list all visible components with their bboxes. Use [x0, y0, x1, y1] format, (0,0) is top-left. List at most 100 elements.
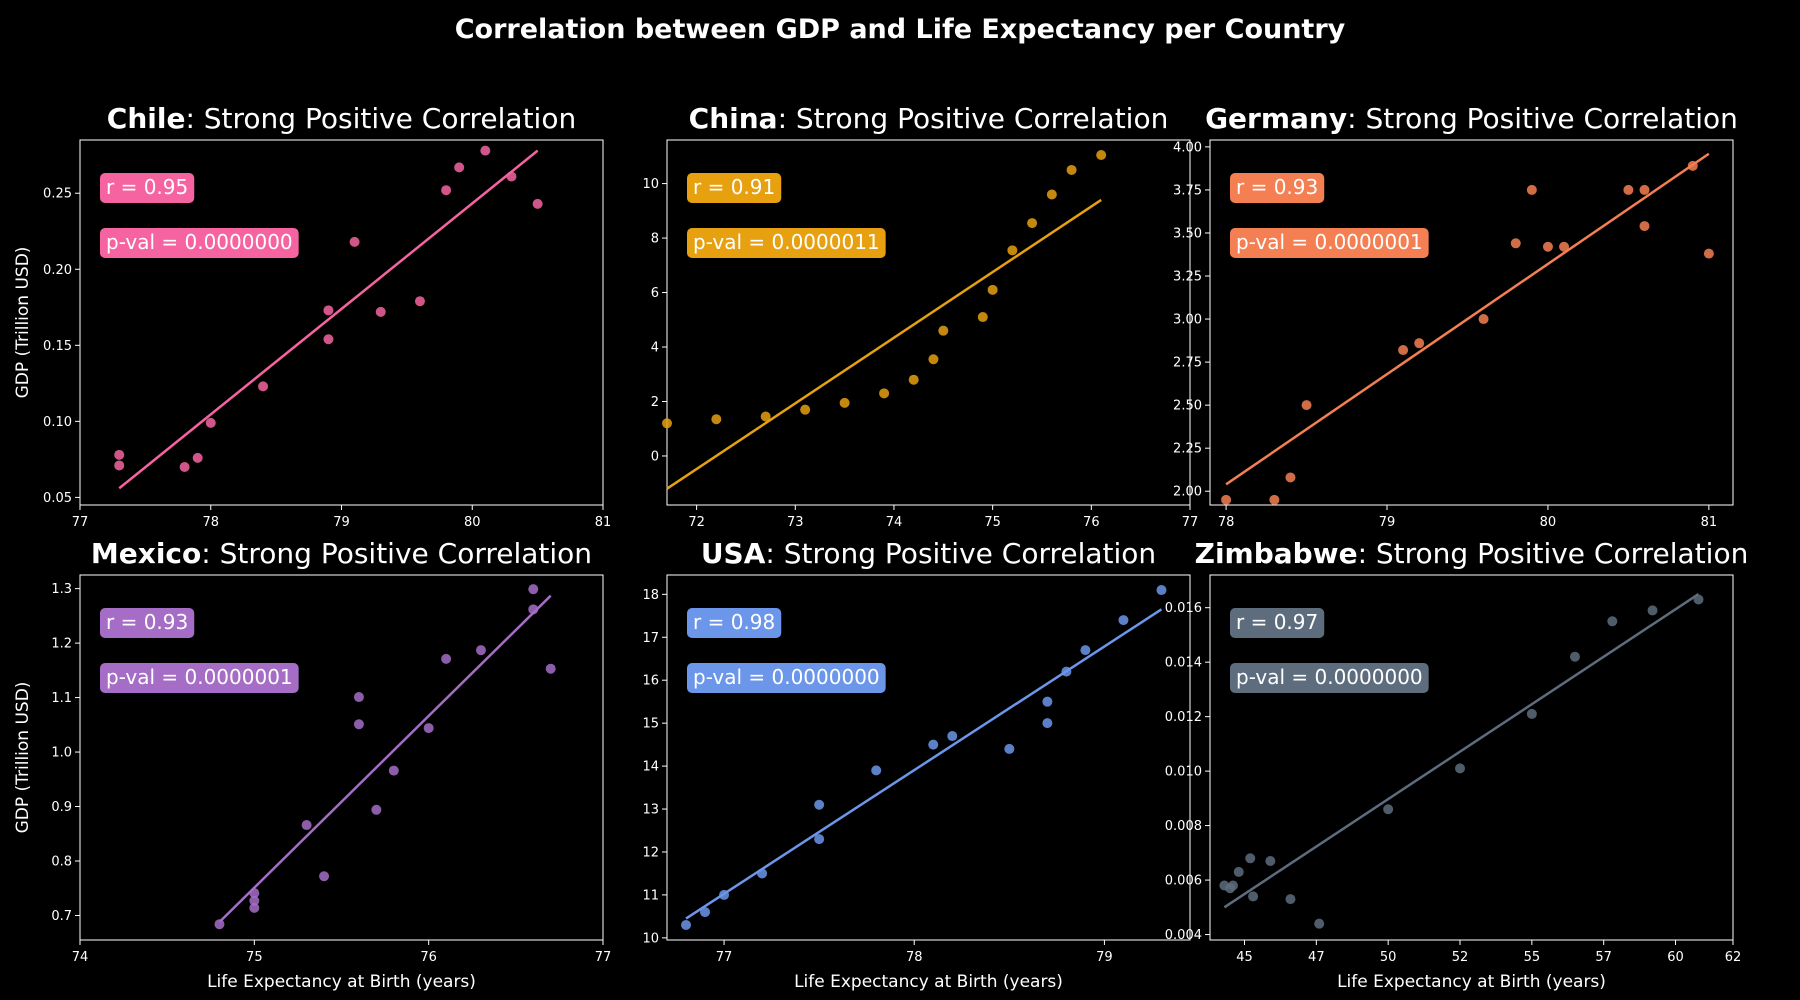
data-point	[1156, 585, 1167, 596]
panel-title-suffix: : Strong Positive Correlation	[1358, 537, 1749, 570]
data-point	[1080, 645, 1091, 656]
x-tick-label: 78	[202, 515, 219, 530]
y-tick-label: 3.50	[1173, 226, 1202, 241]
data-point	[319, 871, 330, 882]
p-value-text: p-val = 0.0000001	[1236, 230, 1423, 254]
axes-frame	[1209, 139, 1734, 506]
data-point	[947, 731, 958, 742]
r-value-box	[687, 608, 782, 638]
data-point	[1004, 743, 1015, 754]
data-point	[1269, 494, 1280, 505]
r-value-text: r = 0.95	[106, 175, 188, 199]
x-tick-label: 62	[1725, 950, 1742, 965]
p-value-box	[1230, 663, 1429, 693]
y-tick-label: 2	[651, 395, 659, 410]
x-tick-label: 45	[1236, 950, 1253, 965]
y-tick-label: 0.15	[43, 339, 72, 354]
x-tick-label: 79	[333, 515, 350, 530]
x-tick-label: 75	[984, 515, 1001, 530]
data-point	[1569, 651, 1580, 662]
panel-title-suffix: : Strong Positive Correlation	[185, 102, 576, 135]
data-point	[423, 723, 434, 734]
x-tick-label: 77	[716, 950, 733, 965]
data-point	[814, 834, 825, 845]
x-tick-label: 75	[246, 950, 263, 965]
data-point	[1285, 472, 1296, 483]
regression-line	[685, 608, 1163, 920]
x-tick-label: 80	[1540, 515, 1557, 530]
data-point	[192, 452, 203, 463]
data-point	[1414, 338, 1425, 349]
y-tick-label: 0.20	[43, 263, 72, 278]
x-tick-label: 77	[1182, 515, 1199, 530]
y-tick-label: 17	[642, 631, 659, 646]
data-point	[1066, 164, 1077, 175]
data-point	[977, 312, 988, 323]
y-tick-label: 0.004	[1165, 928, 1202, 943]
data-point	[1542, 241, 1553, 252]
data-point	[1046, 189, 1057, 200]
data-point	[1096, 149, 1107, 160]
y-tick-label: 1.3	[51, 582, 72, 597]
data-point	[1647, 605, 1658, 616]
data-point	[1042, 696, 1053, 707]
y-tick-label: 3.25	[1173, 270, 1202, 285]
panel-usa: USA: Strong Positive Correlation 77 78 79 10…	[642, 537, 1191, 992]
data-point	[908, 374, 919, 385]
panel-title-suffix: : Strong Positive Correlation	[778, 102, 1169, 135]
data-point	[249, 895, 260, 906]
data-point	[1285, 894, 1296, 905]
panel-title-country: Zimbabwe	[1195, 537, 1358, 570]
data-point	[323, 305, 334, 316]
r-value-box	[1230, 173, 1325, 203]
panel-title: Mexico: Strong Positive Correlation	[91, 537, 592, 570]
y-tick-label: 0.010	[1165, 765, 1202, 780]
x-tick-label: 47	[1308, 950, 1325, 965]
panel-title-country: Mexico	[91, 537, 201, 570]
data-point	[353, 692, 364, 703]
y-tick-label: 12	[642, 845, 659, 860]
panel-title-country: USA	[701, 537, 766, 570]
data-point	[1478, 314, 1489, 325]
y-tick-label: 11	[642, 888, 659, 903]
x-tick-label: 74	[72, 950, 89, 965]
r-value-text: r = 0.97	[1236, 610, 1318, 634]
data-point	[1027, 218, 1038, 229]
x-tick-label: 81	[1701, 515, 1718, 530]
x-tick-label: 76	[1083, 515, 1100, 530]
data-point	[938, 325, 949, 336]
data-point	[353, 719, 364, 730]
data-point	[987, 284, 998, 295]
x-tick-label: 77	[595, 950, 612, 965]
y-tick-label: 0.7	[51, 909, 72, 924]
y-tick-label: 1.2	[51, 637, 72, 652]
regression-line	[218, 594, 552, 923]
x-axis-label: Life Expectancy at Birth (years)	[794, 972, 1063, 992]
regression-line	[118, 149, 539, 490]
y-tick-label: 18	[642, 588, 659, 603]
y-tick-label: 0.8	[51, 855, 72, 870]
panel-title-suffix: : Strong Positive Correlation	[201, 537, 592, 570]
y-tick-label: 15	[642, 717, 659, 732]
data-point	[179, 461, 190, 472]
y-tick-label: 2.50	[1173, 399, 1202, 414]
data-point	[454, 162, 465, 173]
x-tick-label: 77	[72, 515, 89, 530]
x-tick-label: 55	[1524, 950, 1541, 965]
axes-frame	[1209, 574, 1734, 941]
data-point	[205, 417, 216, 428]
data-point	[301, 820, 312, 831]
y-tick-label: 0.9	[51, 800, 72, 815]
y-tick-label: 0.10	[43, 415, 72, 430]
x-tick-label: 78	[906, 950, 923, 965]
axes-frame	[666, 574, 1191, 941]
data-point	[1221, 494, 1232, 505]
panel-title: Germany: Strong Positive Correlation	[1205, 102, 1738, 135]
y-tick-label: 2.00	[1173, 485, 1202, 500]
data-point	[349, 236, 360, 247]
data-point	[371, 804, 382, 815]
data-point	[800, 404, 811, 415]
data-point	[1233, 866, 1244, 877]
data-point	[1042, 718, 1053, 729]
x-tick-label: 81	[595, 515, 612, 530]
